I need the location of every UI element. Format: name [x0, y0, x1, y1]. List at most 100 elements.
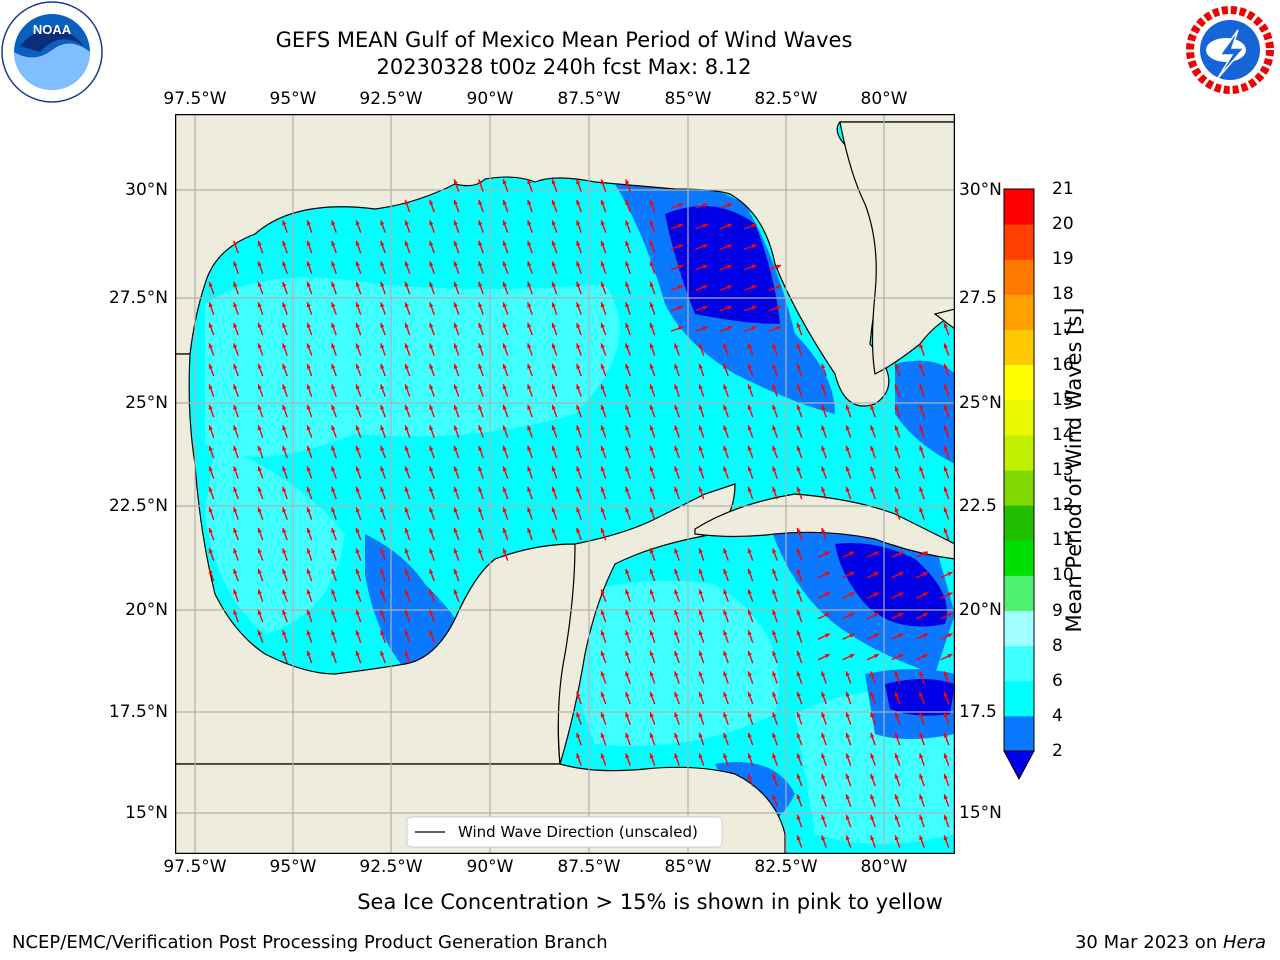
lon-tick-bottom: 82.5°W [754, 857, 818, 877]
direction-arrow-head [796, 773, 801, 779]
lat-tick-right: 22.5 [959, 496, 997, 516]
direction-arrow-head [894, 794, 899, 800]
direction-arrow-head [257, 240, 262, 246]
direction-arrow-head [404, 404, 409, 410]
direction-arrow-head [702, 264, 708, 269]
direction-arrow-head [723, 445, 728, 451]
direction-arrow-head [429, 363, 434, 369]
direction-arrow-head [747, 650, 752, 656]
lon-tick-top: 87.5°W [557, 89, 621, 109]
colorbar-block [1004, 189, 1034, 225]
direction-arrow-head [257, 343, 262, 349]
direction-arrow-head [429, 527, 434, 533]
direction-arrow-head [870, 671, 875, 677]
direction-arrow-head [282, 609, 287, 615]
colorbar-tick-label: 11 [1052, 530, 1074, 551]
direction-arrow-head [649, 548, 654, 554]
direction-arrow-head [502, 302, 507, 308]
direction-arrow-head [698, 404, 703, 410]
direction-arrow-head [600, 220, 605, 226]
colorbar-block [1004, 364, 1034, 401]
lat-tick-right: 17.5 [959, 702, 997, 722]
direction-arrow-head [824, 572, 830, 577]
direction-arrow-head [282, 527, 287, 533]
direction-arrow-head [429, 404, 434, 410]
direction-arrow-head [772, 691, 777, 697]
direction-arrow-head [527, 179, 532, 185]
direction-arrow-head [233, 425, 238, 431]
colorbar-tick-label: 13 [1052, 460, 1074, 480]
direction-arrow-head [772, 732, 777, 738]
direction-arrow-head [723, 691, 728, 697]
direction-arrow-head [849, 572, 855, 577]
direction-arrow-head [845, 773, 850, 779]
direction-arrow-head [796, 445, 801, 451]
direction-arrow-head [747, 773, 752, 779]
direction-arrow-head [674, 630, 679, 636]
direction-arrow-head [380, 384, 385, 390]
direction-arrow-head [282, 261, 287, 267]
colorbar-label: Mean Period of Wind Waves [s] [1062, 307, 1086, 633]
direction-arrow-head [674, 548, 679, 554]
direction-arrow-head [478, 199, 483, 205]
direction-arrow-head [453, 404, 458, 410]
direction-arrow-head [527, 322, 532, 328]
direction-arrow-head [380, 404, 385, 410]
direction-arrow-head [331, 404, 336, 410]
direction-arrow-head [600, 363, 605, 369]
direction-arrow-head [306, 384, 311, 390]
direction-arrow-head [331, 507, 336, 513]
direction-arrow-head [674, 445, 679, 451]
direction-arrow-head [943, 343, 948, 349]
direction-arrow-head [776, 305, 782, 310]
direction-arrow-head [894, 404, 899, 410]
direction-arrow-head [478, 281, 483, 287]
direction-arrow-head [306, 466, 311, 472]
direction-arrow-head [282, 548, 287, 554]
direction-arrow-head [824, 551, 830, 556]
direction-arrow-head [625, 753, 630, 759]
direction-arrow-head [678, 203, 684, 208]
direction-arrow-head [873, 613, 879, 618]
direction-arrow-head [678, 285, 684, 290]
colorbar-tick-label: 12 [1052, 495, 1074, 516]
direction-arrow-head [943, 507, 948, 513]
machine-name: Hera [1222, 932, 1266, 953]
direction-arrow-head [894, 712, 899, 718]
direction-arrow-head [824, 592, 830, 597]
direction-arrow-head [404, 466, 409, 472]
direction-arrow-head [772, 794, 777, 800]
colorbar-block [1004, 259, 1034, 295]
direction-arrow-head [282, 507, 287, 513]
colorbar-block [1004, 680, 1034, 717]
direction-arrow-head [821, 732, 826, 738]
direction-arrow-head [600, 199, 605, 205]
run-date-text: 30 Mar 2023 on [1074, 932, 1223, 953]
direction-arrow-head [527, 466, 532, 472]
direction-arrow-head [331, 650, 336, 656]
direction-arrow-head [772, 609, 777, 615]
direction-arrow-head [922, 551, 928, 556]
direction-arrow-head [527, 261, 532, 267]
direction-arrow-head [429, 220, 434, 226]
direction-arrow-head [380, 589, 385, 595]
direction-arrow-head [698, 425, 703, 431]
direction-arrow-head [257, 589, 262, 595]
direction-arrow-head [625, 302, 630, 308]
lat-tick-right: 25°N [959, 393, 1002, 413]
direction-arrow-head [429, 240, 434, 246]
direction-arrow-head [723, 363, 728, 369]
direction-arrow-head [723, 753, 728, 759]
direction-arrow-head [821, 404, 826, 410]
direction-arrow-head [922, 613, 928, 618]
direction-arrow-head [404, 548, 409, 554]
direction-arrow-head [943, 384, 948, 390]
direction-arrow-head [380, 240, 385, 246]
direction-arrow-head [208, 404, 213, 410]
direction-arrow-head [894, 486, 899, 492]
direction-arrow-head [551, 261, 556, 267]
direction-arrow-head [306, 220, 311, 226]
direction-arrow-head [625, 589, 630, 595]
direction-arrow-head [404, 568, 409, 574]
direction-arrow-head [355, 425, 360, 431]
